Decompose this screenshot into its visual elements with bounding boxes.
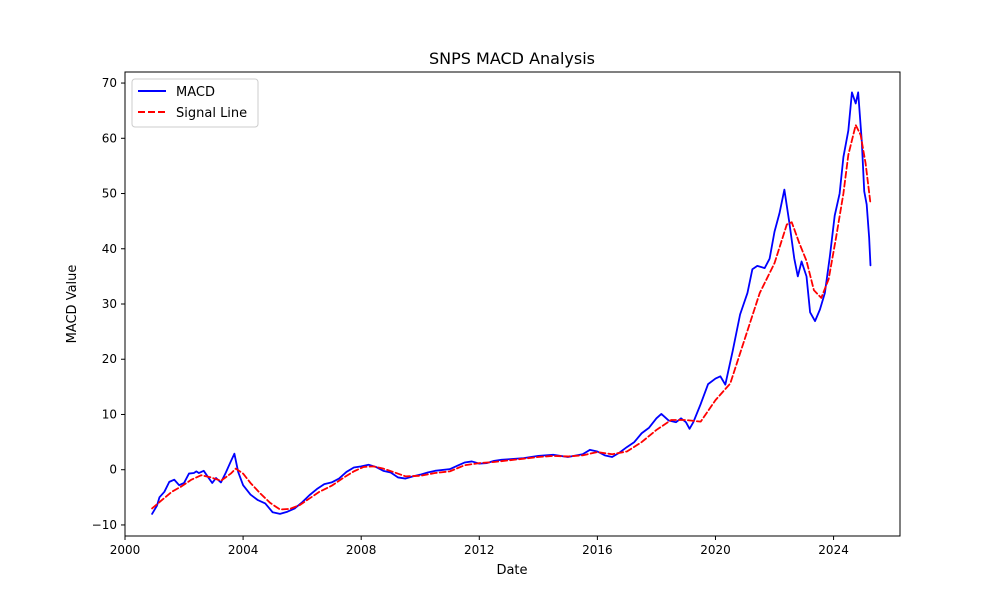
y-tick-label: 30 (102, 297, 117, 311)
y-axis-label: MACD Value (65, 265, 80, 344)
x-axis: 2000 2004 2008 2012 2016 2020 2024 (110, 536, 849, 557)
legend: MACD Signal Line (131, 78, 259, 128)
x-axis-label: Date (496, 563, 527, 578)
y-tick-label: 50 (102, 187, 117, 201)
plot-area (124, 71, 901, 537)
series-line-signal-line (151, 124, 872, 511)
x-tick-label: 2008 (346, 543, 377, 557)
series-layer (151, 91, 872, 515)
y-tick-label: −10 (92, 518, 117, 532)
x-tick-label: 2004 (228, 543, 259, 557)
x-tick-label: 2020 (700, 543, 731, 557)
legend-signal-label: Signal Line (176, 106, 247, 121)
plot-background (125, 72, 900, 536)
y-tick-label: 0 (109, 463, 117, 477)
x-tick-label: 2016 (582, 543, 613, 557)
y-tick-label: 20 (102, 352, 117, 366)
x-tick-label: 2024 (818, 543, 849, 557)
y-tick-label: 60 (102, 131, 117, 145)
y-tick-label: 40 (102, 242, 117, 256)
y-tick-label: 70 (102, 76, 117, 90)
x-tick-label: 2000 (110, 543, 141, 557)
y-tick-label: 10 (102, 407, 117, 421)
x-tick-label: 2012 (464, 543, 495, 557)
y-axis: −10 0 10 20 30 40 50 60 70 (92, 76, 125, 532)
chart-title: SNPS MACD Analysis (429, 49, 595, 68)
legend-macd-label: MACD (176, 85, 215, 100)
